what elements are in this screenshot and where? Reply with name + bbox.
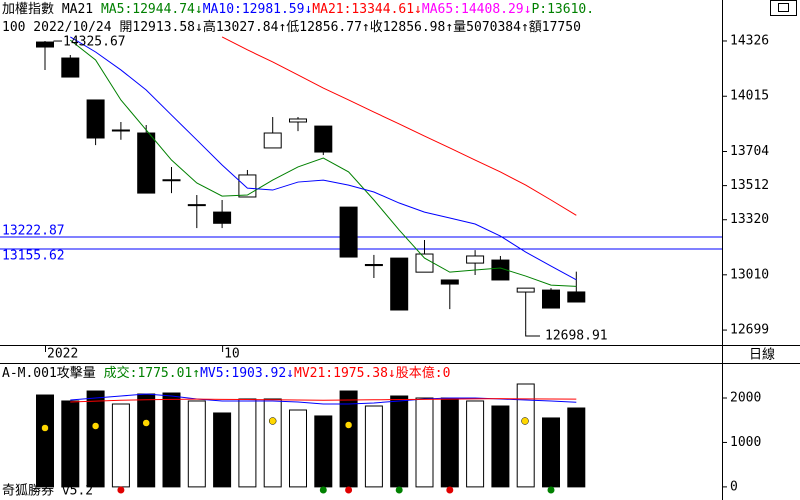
text-segment: MA5:12944.74↓: [101, 2, 203, 17]
volume-bar: [491, 405, 510, 488]
volume-bar: [314, 415, 333, 488]
window-icon: [778, 3, 789, 12]
y-tick-label: 0: [730, 479, 738, 494]
volume-bar: [213, 412, 232, 488]
volume-bar: [364, 405, 383, 488]
candle-body: [466, 255, 485, 264]
header-line-2: 100 2022/10/24 開12913.58↓高13027.84↑低1285…: [2, 19, 581, 35]
text-segment: A-M.001攻擊量: [2, 365, 104, 381]
volume-bar: [111, 403, 130, 488]
volume-bar: [466, 400, 485, 488]
candle-body: [339, 206, 358, 258]
signal-dot: [345, 486, 353, 494]
volume-bar: [263, 398, 282, 488]
candle-body: [516, 287, 535, 293]
candle-body: [542, 289, 560, 309]
candle-body: [187, 204, 206, 207]
text-segment: MA65:14408.29↓: [422, 2, 532, 17]
volume-bar: [440, 397, 459, 488]
text-segment: MA21:13344.61↓: [312, 2, 422, 17]
signal-dot: [319, 486, 327, 494]
candle-body: [36, 41, 54, 48]
candle-body: [415, 253, 434, 273]
reference-label: 13222.87: [2, 223, 65, 238]
candle-body: [137, 132, 156, 194]
candle-body: [86, 99, 105, 139]
volume-bar: [339, 390, 358, 488]
reference-label: 13155.62: [2, 248, 65, 263]
candle-body: [567, 291, 586, 303]
candle-body: [314, 125, 333, 153]
text-segment: 成交:1775.01↑: [104, 365, 200, 381]
y-tick-label: 14326: [730, 33, 769, 48]
volume-bar: [390, 395, 409, 488]
header-line-1: 加權指數 MA21 MA5:12944.74↓MA10:12981.59↓MA2…: [2, 2, 594, 17]
volume-bar: [187, 400, 206, 488]
signal-dot: [268, 417, 277, 425]
text-segment: MA10:12981.59↓: [203, 2, 313, 17]
plot-layer: 12699 13010 13320 13512 13704 14015 14326 13222…: [0, 33, 769, 494]
signal-dot: [446, 486, 454, 494]
signal-dot: [41, 424, 49, 432]
volume-bar: [36, 394, 54, 488]
candle-body: [61, 57, 80, 78]
signal-dot: [547, 486, 555, 494]
candle-body: [390, 257, 409, 311]
text-segment: P:13610.: [531, 2, 594, 17]
signal-dot: [344, 421, 353, 429]
signal-dot: [395, 486, 403, 494]
candle-body: [440, 279, 459, 285]
candle-body: [263, 132, 282, 149]
volume-bar: [516, 383, 535, 488]
annotation: 14325.67: [63, 35, 126, 50]
annotation: 12698.91: [545, 329, 608, 344]
moving-average: [221, 36, 577, 216]
signal-dot: [142, 419, 150, 427]
moving-average: [70, 398, 577, 403]
candle-body: [491, 259, 510, 281]
y-tick-label: 13512: [730, 178, 769, 193]
y-tick-label: 12699: [730, 323, 769, 338]
volume-bar: [289, 409, 307, 488]
candle-body: [162, 179, 181, 182]
y-tick-label: 13010: [730, 267, 769, 282]
volume-bar: [567, 407, 586, 488]
footer-label: 奇狐勝券 v5.2: [2, 483, 93, 499]
volume-bar: [415, 397, 434, 488]
candle-body: [111, 129, 130, 132]
period-label[interactable]: 日線: [749, 347, 775, 363]
candle-body: [213, 211, 232, 224]
text-segment: MV5:1903.92↓: [200, 366, 294, 381]
volume-bar: [238, 398, 257, 488]
signal-dots: [41, 417, 555, 494]
volume-bar: [137, 393, 156, 488]
annotation-leader: [525, 330, 540, 337]
text-segment: 100 2022/10/24 開12913.58↓高13027.84↑低1285…: [2, 19, 581, 35]
y-tick-label: 13704: [730, 144, 769, 159]
x-tick-label: 2022: [47, 347, 78, 362]
candle-body: [289, 118, 307, 123]
volume-bar: [542, 417, 560, 488]
text-segment: 加權指數 MA21: [2, 2, 101, 17]
y-tick-label: 2000: [730, 391, 761, 406]
y-tick-label: 13320: [730, 212, 769, 227]
volume-bar: [61, 400, 80, 488]
signal-dot: [117, 486, 125, 494]
candle-body: [364, 264, 383, 267]
volume-bar: [86, 390, 105, 488]
signal-dot: [91, 422, 100, 430]
window-button[interactable]: [770, 0, 797, 16]
moving-average: [69, 39, 577, 287]
signal-dot: [521, 417, 529, 425]
x-tick-label: 10: [224, 347, 240, 362]
y-tick-label: 14015: [730, 89, 769, 104]
volume-title: A-M.001攻擊量 成交:1775.01↑MV5:1903.92↓MV21:1…: [2, 365, 450, 381]
text-segment: MV21:1975.38↓: [294, 366, 396, 381]
y-tick-label: 1000: [730, 435, 761, 450]
candle-body: [238, 174, 257, 198]
text-segment: 股本億:0: [396, 365, 451, 381]
moving-average: [70, 36, 577, 281]
volume-bar: [162, 392, 181, 488]
